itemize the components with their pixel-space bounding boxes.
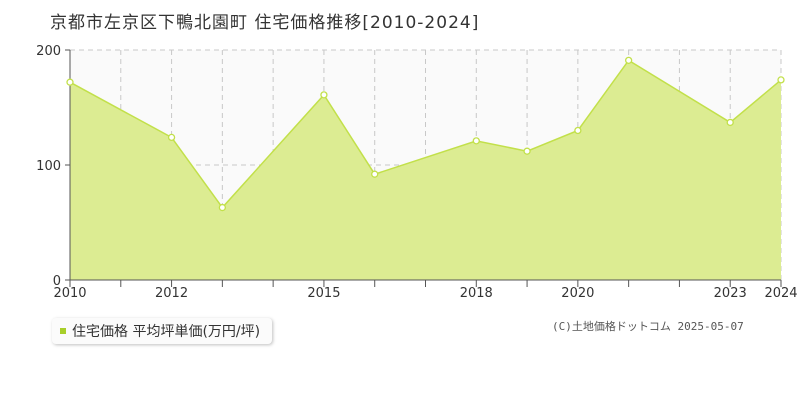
- legend-label: 住宅価格 平均坪単価(万円/坪): [72, 324, 261, 340]
- data-point: [371, 170, 379, 178]
- legend-swatch: [60, 328, 66, 334]
- x-tick-label: 2023: [714, 286, 747, 301]
- x-tick-label: 2018: [460, 286, 493, 301]
- chart-title: 京都市左京区下鴨北園町 住宅価格推移[2010-2024]: [50, 13, 480, 33]
- data-point: [167, 133, 176, 142]
- y-tick-label: 100: [36, 159, 61, 174]
- series-area: [70, 60, 781, 280]
- data-point: [574, 126, 582, 135]
- data-point: [523, 147, 531, 155]
- legend: 住宅価格 平均坪単価(万円/坪): [52, 318, 273, 344]
- data-point: [66, 78, 74, 86]
- data-point: [726, 118, 734, 127]
- data-point: [218, 203, 227, 212]
- data-point: [320, 91, 328, 99]
- x-tick-label: 2012: [155, 286, 188, 301]
- data-point: [472, 137, 480, 145]
- x-tick-label: 2010: [53, 286, 86, 301]
- data-point: [624, 56, 633, 64]
- copyright-text: (C)土地価格ドットコム 2025-05-07: [552, 320, 744, 333]
- y-tick-label: 0: [53, 274, 61, 289]
- y-tick-label: 200: [36, 44, 61, 59]
- data-point: [777, 76, 785, 84]
- x-tick-label: 2020: [561, 286, 594, 301]
- x-tick-label: 2024: [764, 286, 797, 301]
- x-tick-label: 2015: [307, 286, 340, 301]
